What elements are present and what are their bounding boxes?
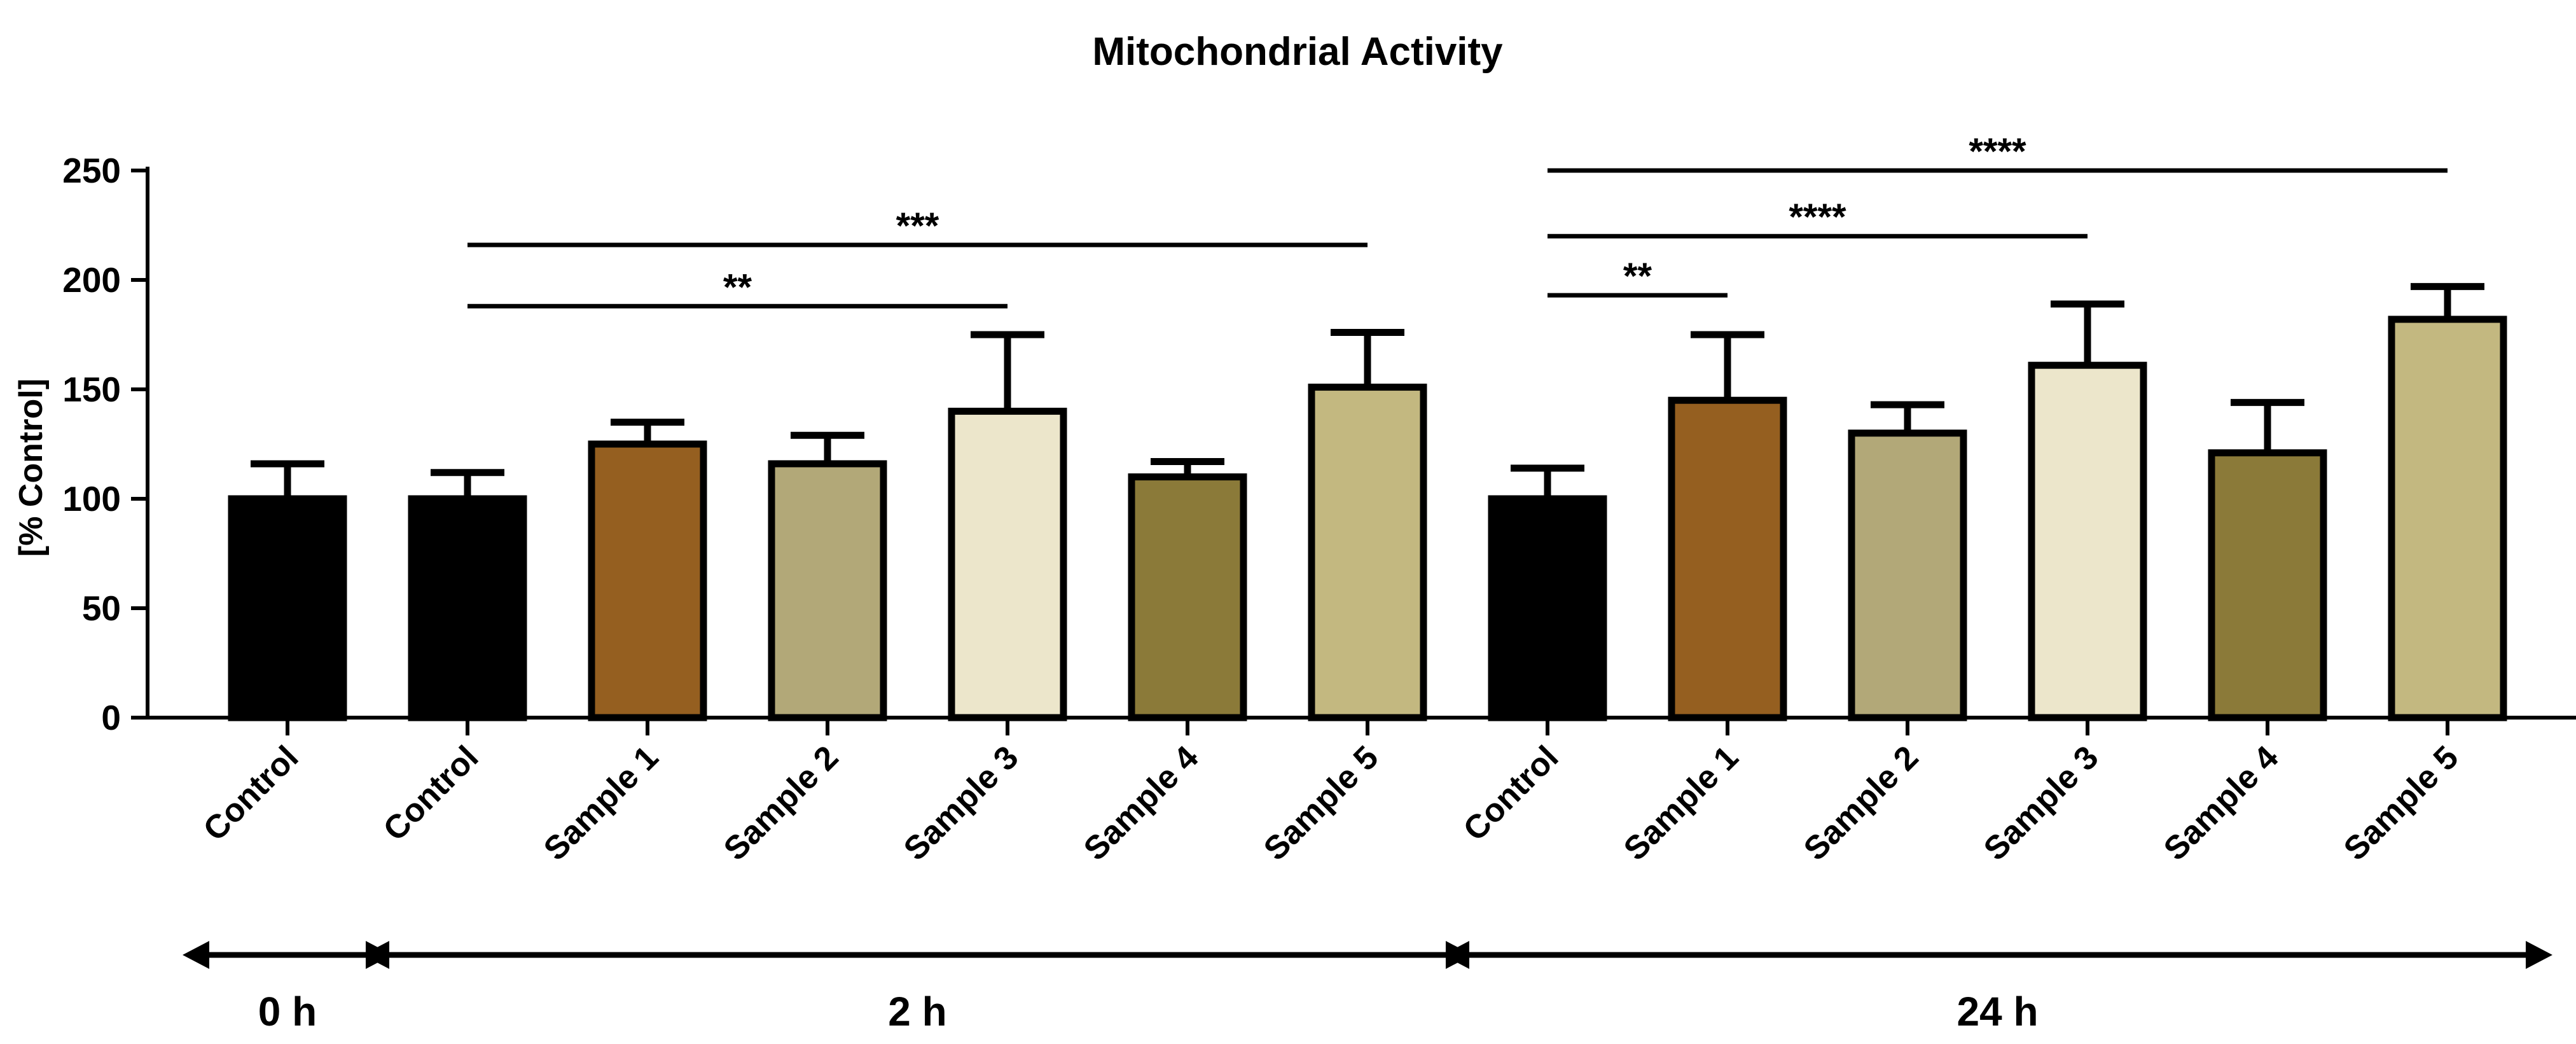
bar-6 [1128,473,1247,721]
bar-5 [948,407,1067,721]
y-tick-label-100: 100 [62,479,121,519]
x-tick-label-1: Control [197,739,306,848]
period-arrowhead-right-3 [2526,941,2552,969]
bar-1 [228,495,347,721]
x-tick-label-8: Control [1457,739,1566,848]
x-tick-label-9: Sample 1 [1617,739,1745,867]
x-tick-label-4: Sample 2 [717,739,845,867]
y-tick-label-50: 50 [82,588,121,628]
bar-10 [1848,429,1967,721]
x-tick-label-7: Sample 5 [1257,739,1385,867]
y-axis-label: [% Control] [13,379,50,557]
y-tick-label-0: 0 [101,698,121,737]
bar-4 [768,460,887,721]
significance-label-5: **** [1969,131,2026,172]
y-tick-label-200: 200 [62,260,121,300]
x-tick-label-10: Sample 2 [1797,739,1925,867]
bar-12 [2208,449,2327,721]
y-tick-label-150: 150 [62,370,121,409]
bar-9 [1668,396,1787,721]
period-arrowhead-left-3 [1443,941,1469,969]
x-tick-label-6: Sample 4 [1077,739,1206,868]
significance-label-1: ** [723,267,752,308]
significance-label-4: **** [1789,197,1846,238]
x-tick-label-2: Control [377,739,486,848]
bar-8 [1488,495,1607,721]
bar-7 [1308,384,1427,721]
y-tick-label-250: 250 [62,151,121,190]
period-arrowhead-left-2 [363,941,389,969]
significance-label-2: *** [896,205,939,247]
bar-11 [2028,361,2147,721]
period-label-2: 2 h [888,989,946,1034]
x-tick-label-11: Sample 3 [1977,739,2105,867]
period-label-3: 24 h [1956,989,2038,1034]
period-label-1: 0 h [258,989,317,1034]
time-groups-layer: 0 h 2 h 24 h [183,941,2552,1034]
bars-layer [228,282,2507,721]
bar-2 [408,495,527,721]
bar-3 [588,440,707,721]
significance-layer: *************** [467,131,2448,309]
x-tick-label-3: Sample 1 [537,739,665,867]
x-tick-label-5: Sample 3 [897,739,1025,867]
significance-label-3: ** [1623,256,1652,297]
period-arrowhead-left-1 [183,941,209,969]
x-tick-label-12: Sample 4 [2157,739,2286,868]
chart-title: Mitochondrial Activity [1092,30,1503,74]
bar-13 [2388,316,2507,721]
x-tick-label-13: Sample 5 [2337,739,2465,867]
